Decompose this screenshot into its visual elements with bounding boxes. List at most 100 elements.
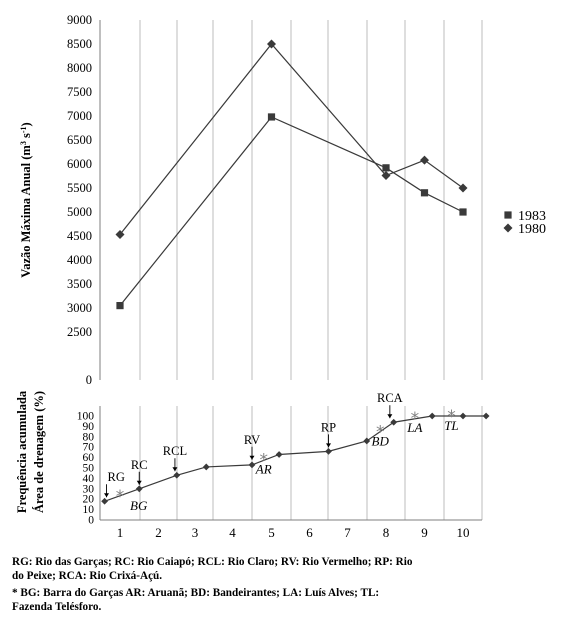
river-arrow-head [249,455,255,460]
caption-stations: * BG: Barra do Garças AR: Aruanã; BD: Ba… [12,587,380,613]
drainage-grid [99,406,483,520]
station-marker: * [411,409,420,429]
y-tick-label: 30 [83,483,95,495]
station-markers: * BG*AR*BD*LA*TL [116,407,459,513]
station-marker: * [447,407,456,427]
river-label: RG [108,470,125,484]
y-tick-label: 6500 [67,133,92,147]
river-arrow-head [136,480,142,485]
x-tick-label: 6 [306,525,313,540]
data-point [115,230,125,240]
data-point [116,302,124,310]
discharge-series [115,39,468,310]
x-tick-label: 8 [383,525,390,540]
river-arrow-head [104,493,110,498]
y-axis-label-line: Área de drenagem (%) [32,391,46,513]
river-label: RCA [377,391,403,405]
drainage-x-tick-labels: 1 2 3 4 5 6 7 8 9 10 [117,525,470,540]
station-label: LA [406,420,422,435]
data-point [267,113,276,121]
y-tick-label: 100 [77,411,95,423]
data-point [459,412,467,420]
y-tick-label: 5500 [67,181,92,195]
river-arrow-head [172,467,178,472]
data-point [325,447,332,455]
y-tick-label: 2500 [67,325,92,339]
x-tick-label: 9 [421,525,428,540]
station-label: AR [255,462,272,477]
data-point [482,412,490,420]
data-point [267,39,276,49]
river-label: RCL [163,444,187,458]
y-tick-label: 8500 [67,37,92,51]
y-tick-label: 70 [83,442,95,454]
y-tick-label: 50 [83,463,95,475]
legend-marker [503,223,513,233]
river-label: RC [131,458,148,472]
y-axis-label-line: Frequência acumulada [15,390,29,513]
data-point [363,437,371,445]
y-tick-label: 7000 [67,109,92,123]
discharge-grid [99,20,483,380]
data-point [248,461,256,469]
x-tick-label: 7 [344,525,351,540]
y-tick-label: 9000 [67,13,92,27]
x-tick-label: 4 [229,525,236,540]
drainage-y-axis-label: Frequência acumulada Área de drenagem (%) [15,390,46,513]
data-point [381,171,391,181]
data-point [101,497,108,505]
data-point [173,471,181,479]
station-label: BD [372,434,390,449]
x-tick-label: 10 [457,525,470,540]
river-arrows: RG RC RCL RV RP RCA [104,391,403,498]
y-tick-label: 20 [83,494,95,506]
data-point [202,463,210,471]
data-point [428,412,436,420]
discharge-y-tick-labels: 0 2500 3000 3500 4000 4500 5000 5500 6000 6500 700… [67,13,92,387]
series-line [104,415,487,502]
data-point [459,208,467,216]
discharge-chart: 0 2500 3000 3500 4000 4500 5000 5500 6000 6500 700… [19,13,547,387]
y-tick-label: 8000 [67,61,92,75]
data-point [390,418,398,426]
data-point [382,164,390,172]
y-tick-label: 7500 [67,85,92,99]
data-point [420,189,429,197]
y-tick-label: 0 [88,515,94,527]
river-arrow-head [387,414,393,419]
y-tick-label: 80 [83,431,95,443]
y-tick-label: 3000 [67,301,92,315]
drainage-series [101,412,490,505]
station-marker: * [116,487,125,507]
data-point [420,155,429,165]
drainage-axis [99,406,482,521]
river-label: RV [244,433,260,447]
y-tick-label: 5000 [67,205,92,219]
river-label: RP [321,420,336,434]
x-tick-label: 1 [117,525,124,540]
data-point [458,183,468,193]
y-tick-label: 3500 [67,277,92,291]
station-label: BG [130,498,148,513]
y-tick-label: 4000 [67,253,92,267]
y-tick-label: 90 [83,421,95,433]
y-tick-label: 40 [83,473,95,485]
river-arrow-head [326,443,331,448]
y-tick-label: 6000 [67,157,92,171]
y-tick-label: 10 [83,504,95,516]
y-tick-label: 0 [86,373,92,387]
station-label: TL [444,418,458,433]
legend-label: 1980 [518,222,546,237]
x-tick-label: 3 [192,525,199,540]
legend-marker [504,211,512,219]
station-marker: * [376,423,385,443]
y-tick-label: 4500 [67,229,92,243]
x-tick-label: 5 [268,525,275,540]
legend-label: 1983 [518,209,546,224]
caption-rivers: RG: Rio das Garças; RC: Rio Caiapó; RCL:… [12,556,413,582]
station-marker: * [259,451,268,471]
